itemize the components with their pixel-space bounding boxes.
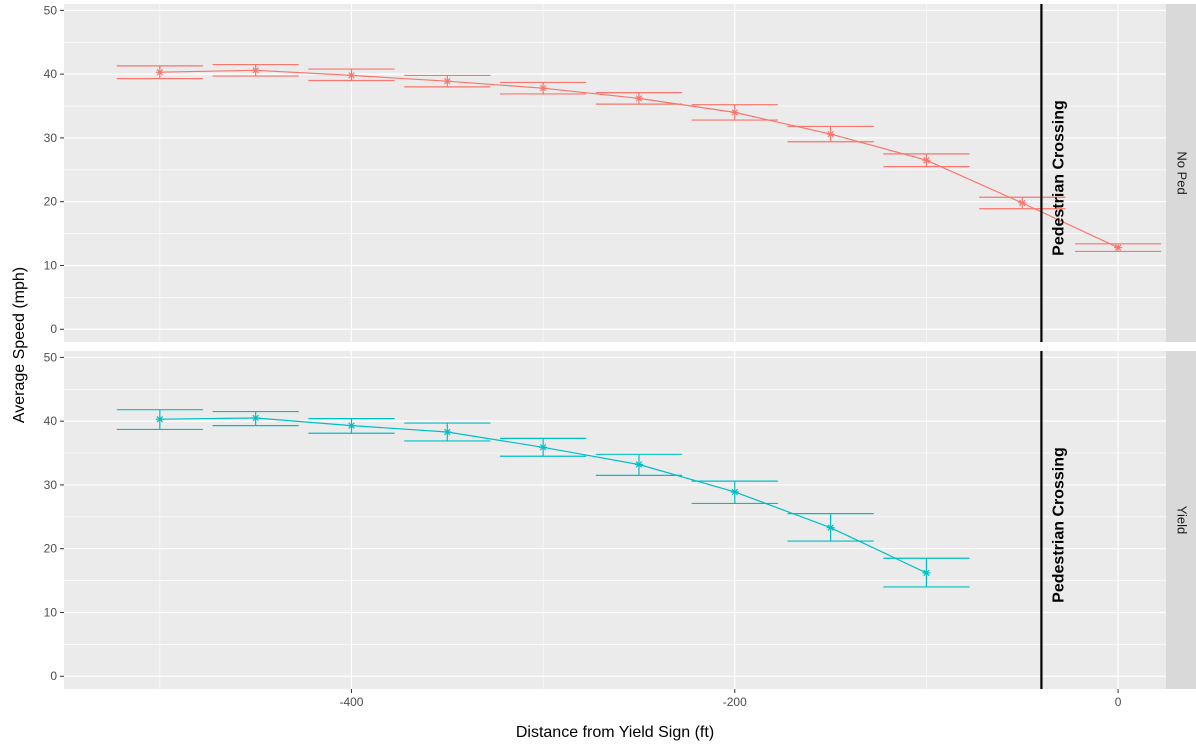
data-point-stroke — [923, 569, 930, 577]
data-point-stroke — [156, 69, 164, 76]
data-point — [634, 95, 643, 102]
data-point-stroke — [1019, 199, 1026, 207]
data-point — [826, 524, 835, 531]
data-point — [1018, 199, 1027, 207]
data-point — [1114, 244, 1123, 251]
x-tick-label: 0 — [1115, 695, 1122, 709]
data-point-stroke — [635, 95, 643, 102]
data-point-stroke — [635, 461, 643, 468]
x-axis-title: Distance from Yield Sign (ft) — [516, 724, 714, 741]
y-tick-label: 10 — [44, 258, 58, 272]
data-point-stroke — [539, 84, 547, 92]
data-point — [251, 67, 260, 74]
data-point-stroke — [444, 77, 451, 85]
y-axis-title: Average Speed (mph) — [11, 267, 28, 423]
data-point-stroke — [348, 72, 355, 79]
data-point — [922, 569, 931, 577]
facet-strip-label: Yield — [1175, 506, 1190, 534]
data-point-stroke — [348, 422, 355, 429]
reference-line-label: Pedestrian Crossing — [1050, 100, 1067, 256]
panel-no-ped: 0 10 20 30 40 50 No Ped Pedestrian Crossing — [44, 3, 1196, 342]
data-point — [347, 72, 356, 79]
y-tick-label: 20 — [44, 542, 58, 556]
data-point — [922, 157, 931, 164]
data-point — [251, 414, 260, 422]
y-tick-label: 40 — [44, 414, 58, 428]
data-point — [155, 416, 164, 423]
data-point-stroke — [827, 524, 834, 531]
y-tick-label: 0 — [50, 669, 57, 683]
data-point — [347, 422, 356, 429]
reference-line-label: Pedestrian Crossing — [1050, 447, 1067, 603]
panel-background — [64, 4, 1166, 342]
y-tick-label: 30 — [44, 478, 58, 492]
data-point — [730, 488, 739, 496]
y-tick-label: 50 — [44, 3, 58, 17]
x-tick-label: -200 — [723, 695, 747, 709]
panel-yield: 0 10 20 30 40 50 Yield Pedestrian Crossing — [44, 350, 1196, 689]
y-tick-label: 20 — [44, 195, 58, 209]
facet-strip — [1166, 351, 1196, 689]
y-tick-label: 50 — [44, 350, 58, 364]
data-point — [539, 444, 548, 451]
data-point — [155, 69, 164, 76]
panel-background — [64, 351, 1166, 689]
data-point-stroke — [156, 416, 164, 423]
data-point-stroke — [444, 428, 451, 436]
y-tick-label: 40 — [44, 67, 58, 81]
data-point — [443, 77, 452, 85]
y-tick-label: 30 — [44, 131, 58, 145]
data-point — [826, 130, 835, 138]
data-point — [634, 461, 643, 468]
data-point-stroke — [539, 444, 547, 451]
data-point — [539, 84, 548, 92]
data-point-stroke — [731, 488, 739, 496]
facet-strip — [1166, 4, 1196, 342]
data-point-stroke — [252, 67, 259, 74]
x-tick-label: -400 — [339, 695, 363, 709]
y-tick-label: 10 — [44, 605, 58, 619]
data-point — [730, 109, 739, 116]
y-tick-label: 0 — [50, 322, 57, 336]
data-point-stroke — [252, 414, 259, 422]
data-point-stroke — [731, 109, 739, 116]
data-point — [443, 428, 452, 436]
data-point-stroke — [1114, 244, 1122, 251]
data-point-stroke — [923, 157, 930, 164]
facet-strip-label: No Ped — [1175, 151, 1190, 194]
data-point-stroke — [827, 130, 834, 138]
